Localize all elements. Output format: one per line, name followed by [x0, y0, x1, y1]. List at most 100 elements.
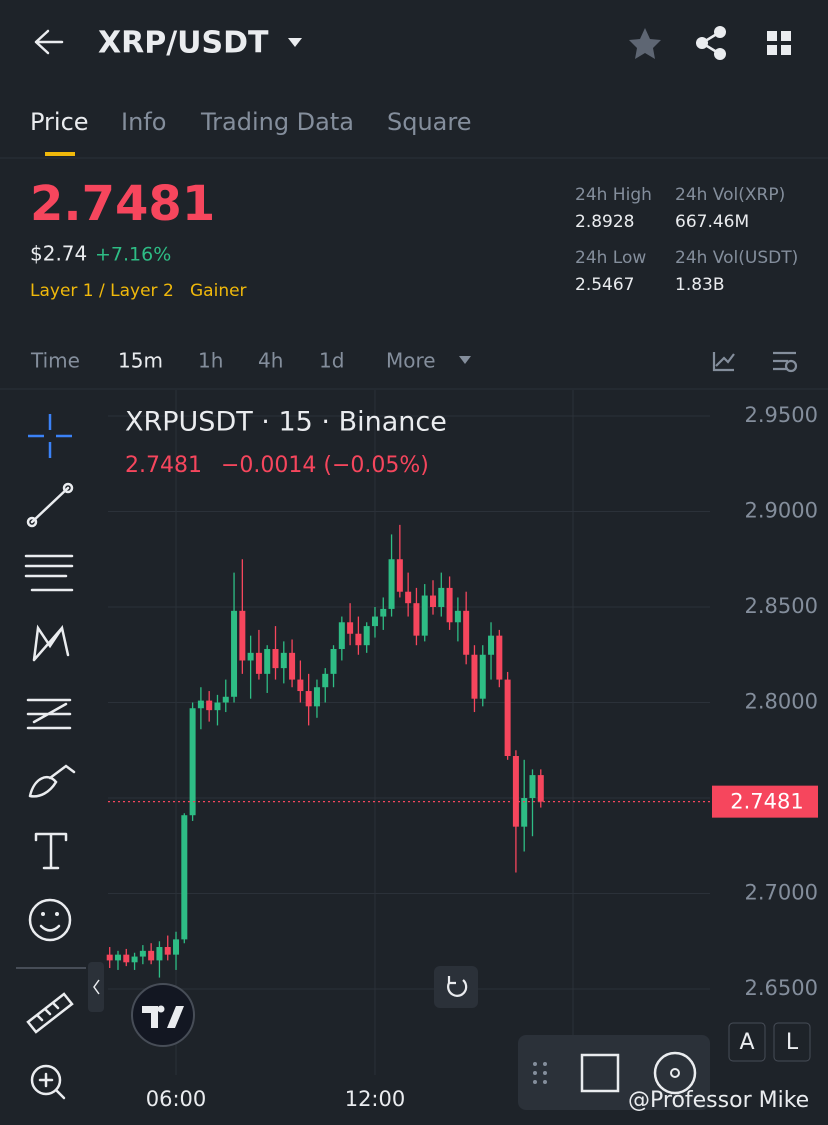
y-tick-label: 2.8000: [745, 690, 818, 714]
candle-body: [521, 798, 528, 827]
interval[interactable]: 4h: [258, 349, 283, 373]
y-tick-label: 2.9500: [745, 403, 818, 427]
candle-body: [537, 775, 544, 802]
chart-panel: [100, 390, 828, 1125]
candle-body: [347, 622, 354, 634]
price-tag-label: 2.7481: [730, 790, 803, 814]
candle-body: [123, 954, 130, 963]
candle-body: [206, 700, 213, 711]
candle-body: [272, 649, 279, 669]
emoji-eye: [41, 912, 45, 916]
chart-title: XRPUSDT · 15 · Binance: [125, 407, 447, 438]
watermark: @Professor Mike: [628, 1088, 809, 1113]
candle-body: [247, 652, 254, 661]
emoji-smile: [39, 924, 61, 932]
share[interactable]: [696, 26, 726, 60]
interval[interactable]: 1h: [198, 349, 223, 373]
stat-label: 24h Vol(USDT): [675, 248, 798, 268]
candle-body: [463, 610, 470, 655]
candle-body: [471, 654, 478, 699]
candle-body: [106, 954, 113, 961]
candle-body: [380, 608, 387, 617]
candle-body: [322, 673, 329, 688]
circle-tool[interactable]: [653, 1051, 697, 1095]
brush-tool[interactable]: [28, 764, 76, 798]
tab[interactable]: Square: [387, 108, 472, 136]
tab-indicator: [45, 152, 75, 156]
lines-tool[interactable]: [24, 554, 74, 592]
interval[interactable]: 15m: [118, 349, 163, 373]
tag[interactable]: Layer 1 / Layer 2: [30, 281, 174, 301]
tab[interactable]: Trading Data: [200, 108, 354, 136]
text-tool[interactable]: [34, 832, 68, 870]
last-price: 2.7481: [30, 176, 215, 232]
favorite[interactable]: [629, 28, 661, 59]
back-button[interactable]: [34, 29, 64, 55]
zoom-tool[interactable]: [30, 1064, 62, 1096]
stat-value: 1.83B: [675, 275, 725, 295]
auto-scale-label[interactable]: A: [739, 1030, 754, 1055]
crosshair-tool[interactable]: [28, 414, 72, 458]
stat-label: 24h High: [575, 185, 652, 205]
x-tick-label: 06:00: [146, 1087, 207, 1111]
pair-title[interactable]: XRP/USDT: [98, 26, 269, 61]
auto-scale-button[interactable]: [728, 1022, 766, 1062]
trendline-tool[interactable]: [30, 486, 70, 524]
ruler-tool[interactable]: [26, 992, 74, 1034]
reset-button[interactable]: [434, 966, 478, 1008]
indicator-icon[interactable]: [712, 352, 735, 372]
fib-tool[interactable]: [26, 698, 72, 730]
legend-change: −0.0014 (−0.05%): [221, 453, 429, 478]
settings-icon[interactable]: [773, 351, 796, 371]
collapse-toolbar[interactable]: [88, 962, 104, 1012]
tradingview-mark: [142, 1006, 184, 1028]
collapse-arrow: [93, 979, 100, 995]
candle-body: [512, 755, 519, 827]
log-scale-label[interactable]: L: [786, 1030, 799, 1055]
candle-body: [239, 610, 246, 661]
interval[interactable]: Time: [30, 349, 80, 373]
candle-body: [156, 947, 163, 961]
circle-tool-center: [670, 1068, 680, 1078]
usd-price: $2.74: [30, 242, 87, 266]
stat-value: 2.8928: [575, 212, 634, 232]
trendline-tool-dot: [26, 516, 38, 528]
interval[interactable]: More: [386, 349, 436, 373]
candle-body: [421, 595, 428, 636]
y-tick-label: 2.6500: [745, 976, 818, 1000]
more-dropdown[interactable]: [459, 356, 471, 364]
floating-toolbar: [518, 1035, 710, 1110]
price-tag: [712, 785, 818, 818]
candle-body: [280, 652, 287, 669]
candle-body: [496, 635, 503, 680]
pair-dropdown[interactable]: [288, 38, 302, 47]
log-scale-button[interactable]: [773, 1022, 811, 1062]
candle-body: [164, 947, 171, 955]
interval[interactable]: 1d: [319, 349, 344, 373]
candle-body: [446, 587, 453, 623]
reset-icon: [447, 976, 468, 997]
rect-tool[interactable]: [580, 1053, 620, 1093]
candle-body: [355, 633, 362, 646]
stat-value: 667.46M: [675, 212, 749, 232]
tab[interactable]: Info: [121, 108, 166, 136]
y-tick-label: 2.7000: [745, 881, 818, 905]
candle-body: [189, 708, 196, 816]
tab[interactable]: Price: [30, 108, 89, 136]
zoom-tool-plus: [38, 1072, 66, 1100]
menu-grid[interactable]: [767, 31, 791, 55]
tradingview-dot: [157, 1005, 165, 1013]
candle-body: [396, 559, 403, 592]
legend-price: 2.7481: [125, 453, 202, 478]
candle-body: [438, 587, 445, 607]
pattern-tool[interactable]: [32, 624, 70, 662]
candle-body: [313, 687, 320, 707]
candle-body: [114, 954, 121, 961]
drag-handle[interactable]: [533, 1062, 547, 1084]
candle-body: [330, 649, 337, 674]
tradingview-logo[interactable]: [131, 983, 195, 1047]
tag[interactable]: Gainer: [190, 281, 247, 301]
emoji-tool[interactable]: [28, 898, 72, 942]
candle-body: [305, 691, 312, 707]
candle-body: [363, 626, 370, 646]
